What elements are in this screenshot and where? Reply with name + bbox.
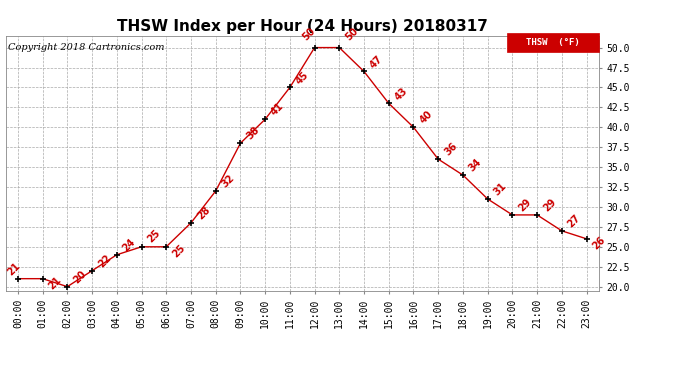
Text: 34: 34 (467, 157, 484, 174)
Text: 50: 50 (344, 26, 360, 42)
Text: 29: 29 (517, 197, 533, 213)
Text: 20: 20 (72, 268, 88, 285)
Title: THSW Index per Hour (24 Hours) 20180317: THSW Index per Hour (24 Hours) 20180317 (117, 20, 488, 34)
Text: Copyright 2018 Cartronics.com: Copyright 2018 Cartronics.com (8, 43, 165, 52)
Text: 41: 41 (269, 101, 286, 118)
Text: 26: 26 (591, 235, 607, 251)
Text: 24: 24 (121, 237, 137, 254)
Text: 21: 21 (6, 261, 22, 277)
Text: THSW  (°F): THSW (°F) (526, 38, 580, 47)
Text: 29: 29 (541, 197, 558, 213)
Text: 36: 36 (442, 141, 459, 158)
Text: 22: 22 (96, 253, 113, 269)
FancyBboxPatch shape (507, 33, 599, 52)
Text: 21: 21 (47, 274, 63, 291)
Text: 45: 45 (294, 69, 310, 86)
Text: 43: 43 (393, 86, 410, 102)
Text: 28: 28 (195, 205, 212, 222)
Text: 27: 27 (566, 213, 582, 230)
Text: 31: 31 (492, 181, 509, 198)
Text: 50: 50 (301, 26, 317, 42)
Text: 25: 25 (170, 243, 187, 259)
Text: 38: 38 (244, 125, 262, 142)
Text: 40: 40 (417, 109, 434, 126)
Text: 32: 32 (220, 173, 237, 190)
Text: 25: 25 (146, 227, 162, 244)
Text: 47: 47 (368, 54, 385, 70)
